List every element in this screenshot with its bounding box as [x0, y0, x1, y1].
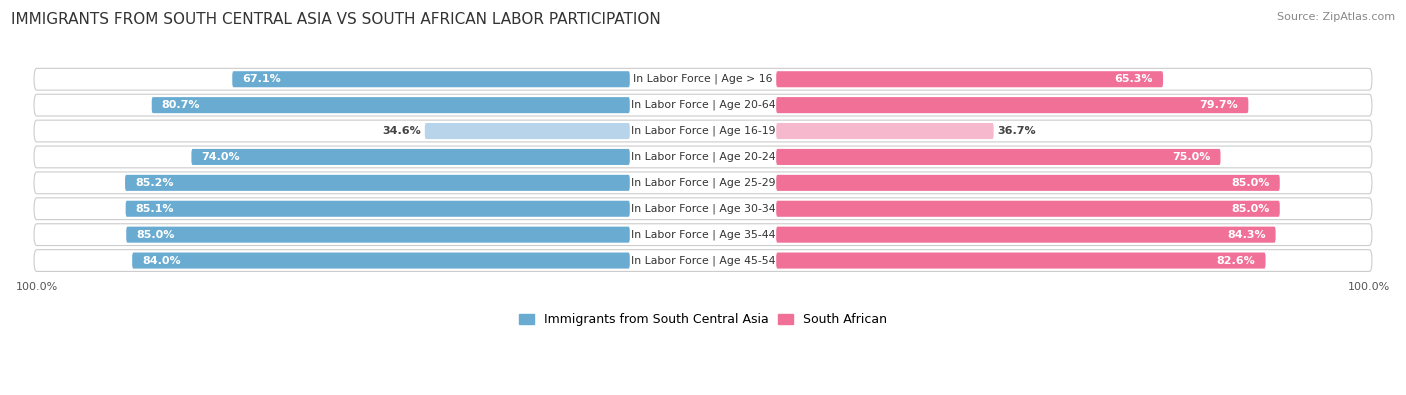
FancyBboxPatch shape — [776, 252, 1265, 269]
FancyBboxPatch shape — [776, 175, 1279, 191]
FancyBboxPatch shape — [191, 149, 630, 165]
FancyBboxPatch shape — [34, 198, 1372, 220]
Text: Source: ZipAtlas.com: Source: ZipAtlas.com — [1277, 12, 1395, 22]
Text: In Labor Force | Age > 16: In Labor Force | Age > 16 — [633, 74, 773, 85]
Text: 65.3%: 65.3% — [1115, 74, 1153, 84]
Text: In Labor Force | Age 35-44: In Labor Force | Age 35-44 — [631, 229, 775, 240]
Text: In Labor Force | Age 45-54: In Labor Force | Age 45-54 — [631, 255, 775, 266]
FancyBboxPatch shape — [776, 227, 1275, 243]
FancyBboxPatch shape — [34, 172, 1372, 194]
Text: 34.6%: 34.6% — [382, 126, 422, 136]
FancyBboxPatch shape — [776, 97, 1249, 113]
FancyBboxPatch shape — [34, 94, 1372, 116]
Text: 85.0%: 85.0% — [136, 229, 174, 240]
Text: In Labor Force | Age 20-24: In Labor Force | Age 20-24 — [631, 152, 775, 162]
Text: IMMIGRANTS FROM SOUTH CENTRAL ASIA VS SOUTH AFRICAN LABOR PARTICIPATION: IMMIGRANTS FROM SOUTH CENTRAL ASIA VS SO… — [11, 12, 661, 27]
FancyBboxPatch shape — [34, 68, 1372, 90]
Text: 80.7%: 80.7% — [162, 100, 200, 110]
Text: In Labor Force | Age 16-19: In Labor Force | Age 16-19 — [631, 126, 775, 136]
FancyBboxPatch shape — [34, 250, 1372, 271]
Text: 85.0%: 85.0% — [1232, 178, 1270, 188]
FancyBboxPatch shape — [776, 149, 1220, 165]
Text: 36.7%: 36.7% — [997, 126, 1036, 136]
FancyBboxPatch shape — [127, 227, 630, 243]
FancyBboxPatch shape — [776, 123, 994, 139]
Text: 85.0%: 85.0% — [1232, 204, 1270, 214]
FancyBboxPatch shape — [125, 175, 630, 191]
FancyBboxPatch shape — [125, 201, 630, 217]
FancyBboxPatch shape — [152, 97, 630, 113]
Legend: Immigrants from South Central Asia, South African: Immigrants from South Central Asia, Sout… — [513, 308, 893, 331]
FancyBboxPatch shape — [34, 224, 1372, 246]
FancyBboxPatch shape — [34, 120, 1372, 142]
Text: 85.1%: 85.1% — [135, 204, 174, 214]
FancyBboxPatch shape — [776, 71, 1163, 87]
Text: 79.7%: 79.7% — [1199, 100, 1239, 110]
Text: 67.1%: 67.1% — [242, 74, 281, 84]
FancyBboxPatch shape — [132, 252, 630, 269]
Text: In Labor Force | Age 20-64: In Labor Force | Age 20-64 — [631, 100, 775, 110]
Text: 74.0%: 74.0% — [201, 152, 240, 162]
Text: 84.3%: 84.3% — [1227, 229, 1265, 240]
Text: 75.0%: 75.0% — [1173, 152, 1211, 162]
Text: 84.0%: 84.0% — [142, 256, 181, 265]
FancyBboxPatch shape — [776, 201, 1279, 217]
Text: In Labor Force | Age 25-29: In Labor Force | Age 25-29 — [631, 178, 775, 188]
Text: In Labor Force | Age 30-34: In Labor Force | Age 30-34 — [631, 203, 775, 214]
Text: 82.6%: 82.6% — [1216, 256, 1256, 265]
FancyBboxPatch shape — [34, 146, 1372, 168]
FancyBboxPatch shape — [232, 71, 630, 87]
Text: 85.2%: 85.2% — [135, 178, 173, 188]
FancyBboxPatch shape — [425, 123, 630, 139]
